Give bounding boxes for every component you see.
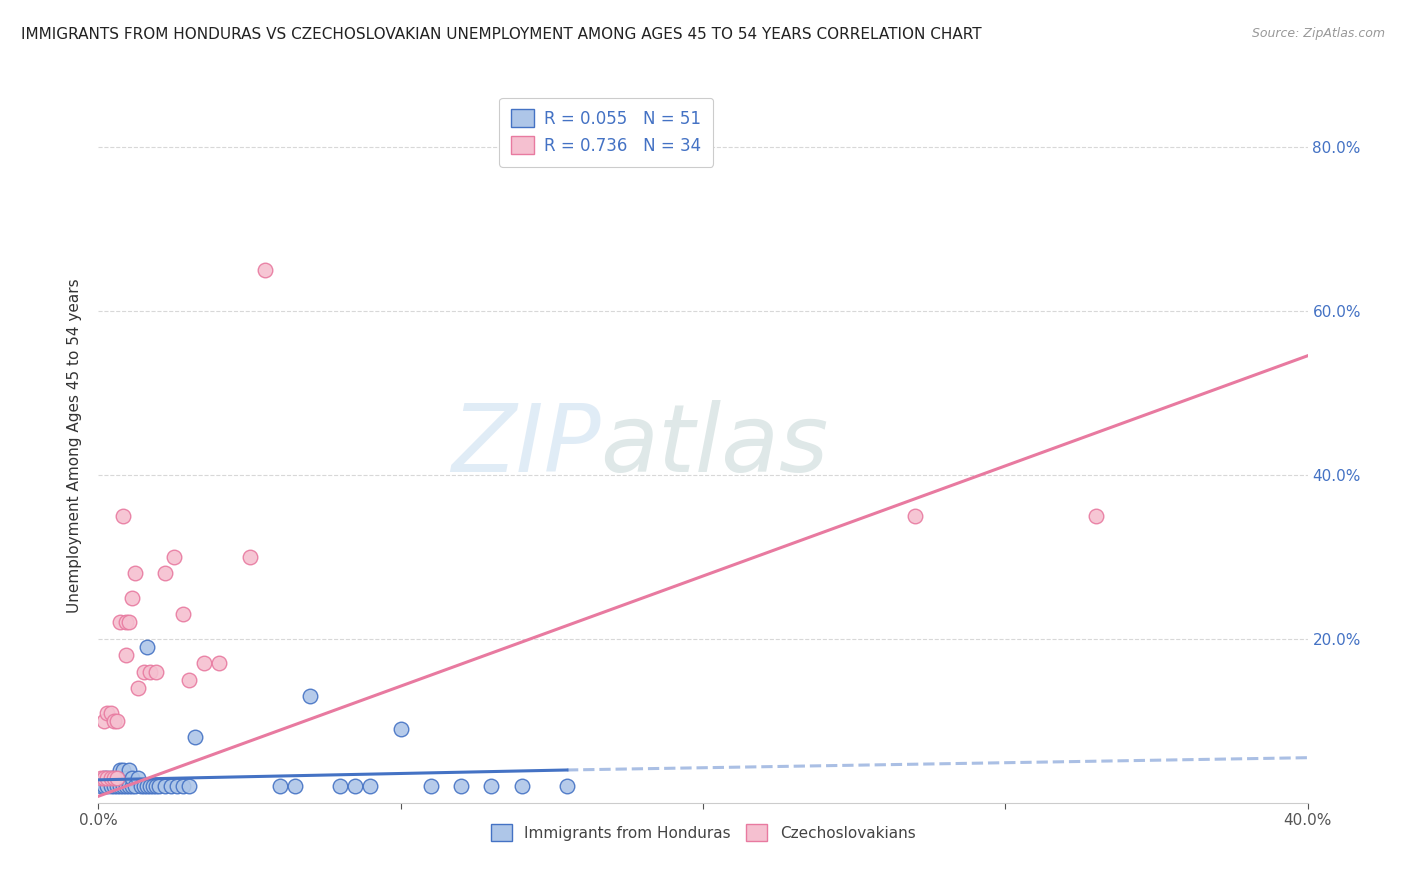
Point — [114, 771, 136, 785]
Point — [111, 780, 134, 794]
Point — [193, 657, 215, 671]
Point — [90, 771, 112, 785]
Point — [481, 780, 503, 794]
Point — [284, 780, 307, 794]
Point — [145, 780, 167, 794]
Point — [121, 780, 143, 794]
Point — [132, 780, 155, 794]
Point — [103, 780, 125, 794]
Point — [389, 722, 412, 736]
Point — [132, 665, 155, 679]
Point — [139, 665, 162, 679]
Point — [108, 771, 131, 785]
Point — [129, 780, 152, 794]
Point — [96, 780, 118, 794]
Point — [239, 549, 262, 564]
Point — [124, 566, 146, 581]
Point — [904, 508, 927, 523]
Point — [555, 780, 578, 794]
Point — [96, 771, 118, 785]
Point — [93, 771, 115, 785]
Point — [100, 706, 122, 720]
Point — [96, 771, 118, 785]
Point — [127, 771, 149, 785]
Point — [160, 780, 183, 794]
Point — [142, 780, 165, 794]
Text: Source: ZipAtlas.com: Source: ZipAtlas.com — [1251, 27, 1385, 40]
Point — [121, 771, 143, 785]
Point — [510, 780, 533, 794]
Point — [105, 771, 128, 785]
Point — [96, 706, 118, 720]
Point — [103, 714, 125, 728]
Point — [100, 771, 122, 785]
Point — [139, 780, 162, 794]
Point — [184, 730, 207, 744]
Point — [111, 763, 134, 777]
Point — [208, 657, 231, 671]
Point — [105, 780, 128, 794]
Point — [111, 508, 134, 523]
Point — [145, 665, 167, 679]
Point — [114, 780, 136, 794]
Text: atlas: atlas — [600, 401, 828, 491]
Point — [172, 780, 194, 794]
Point — [90, 780, 112, 794]
Point — [118, 780, 141, 794]
Point — [114, 648, 136, 662]
Point — [166, 780, 188, 794]
Point — [93, 780, 115, 794]
Point — [105, 714, 128, 728]
Point — [93, 714, 115, 728]
Point — [179, 673, 201, 687]
Point — [135, 640, 157, 654]
Point — [179, 780, 201, 794]
Text: IMMIGRANTS FROM HONDURAS VS CZECHOSLOVAKIAN UNEMPLOYMENT AMONG AGES 45 TO 54 YEA: IMMIGRANTS FROM HONDURAS VS CZECHOSLOVAK… — [21, 27, 981, 42]
Point — [114, 615, 136, 630]
Legend: Immigrants from Honduras, Czechoslovakians: Immigrants from Honduras, Czechoslovakia… — [482, 817, 924, 848]
Point — [420, 780, 443, 794]
Point — [108, 615, 131, 630]
Point — [163, 549, 186, 564]
Point — [108, 780, 131, 794]
Point — [153, 780, 176, 794]
Point — [100, 771, 122, 785]
Point — [172, 607, 194, 622]
Point — [103, 771, 125, 785]
Point — [100, 780, 122, 794]
Point — [127, 681, 149, 695]
Point — [121, 591, 143, 605]
Point — [118, 615, 141, 630]
Point — [344, 780, 367, 794]
Point — [108, 763, 131, 777]
Point — [105, 771, 128, 785]
Point — [299, 689, 322, 703]
Point — [111, 771, 134, 785]
Point — [450, 780, 472, 794]
Point — [124, 780, 146, 794]
Point — [360, 780, 382, 794]
Point — [329, 780, 352, 794]
Point — [135, 780, 157, 794]
Point — [118, 763, 141, 777]
Point — [269, 780, 291, 794]
Point — [153, 566, 176, 581]
Point — [103, 771, 125, 785]
Point — [93, 771, 115, 785]
Text: ZIP: ZIP — [450, 401, 600, 491]
Point — [148, 780, 170, 794]
Point — [1085, 508, 1108, 523]
Point — [253, 262, 276, 277]
Y-axis label: Unemployment Among Ages 45 to 54 years: Unemployment Among Ages 45 to 54 years — [67, 278, 83, 614]
